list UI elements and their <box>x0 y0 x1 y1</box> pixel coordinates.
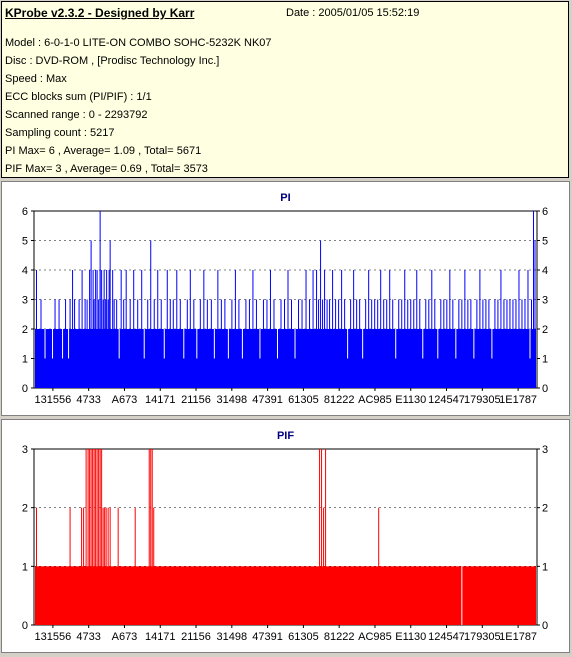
pif-xtick-label: 124547 <box>428 631 465 643</box>
pi-xtick-label: 124547 <box>428 394 465 406</box>
pi-xtick-label: 47391 <box>252 394 283 406</box>
pif-ytick-right: 2 <box>542 503 548 515</box>
pi-ytick-left: 2 <box>22 324 28 336</box>
pif-xtick-label: 4733 <box>76 631 100 643</box>
pif-ytick-right: 3 <box>542 444 548 456</box>
pi-xtick-label: AC985 <box>358 394 392 406</box>
pif-xtick-label: 81222 <box>324 631 355 643</box>
info-model: Model : 6-0-1-0 LITE-ON COMBO SOHC-5232K… <box>5 37 272 49</box>
pi-xtick-label: 21156 <box>181 394 211 406</box>
pi-ytick-right: 5 <box>542 236 548 248</box>
info-sampling-count: Sampling count : 5217 <box>5 127 115 139</box>
pif-xtick-label: 61305 <box>288 631 319 643</box>
pi-xtick-label: E1130 <box>395 394 426 406</box>
pi-chart-panel: PI 0 0 1 1 2 2 3 3 4 4 5 5 6 6 131556 4733 A673 14171 21156… <box>1 181 570 416</box>
scan-date: Date : 2005/01/05 15:52:19 <box>286 7 420 19</box>
info-ecc-blocks: ECC blocks sum (PI/PIF) : 1/1 <box>5 91 152 103</box>
pif-xtick-label: AC985 <box>358 631 392 643</box>
info-disc: Disc : DVD-ROM , [Prodisc Technology Inc… <box>5 55 220 67</box>
pif-chart-panel: PIF 0 0 1 1 2 2 3 3 131556 4733 A673 14171 21156 31498… <box>1 419 570 653</box>
pif-xtick-label: 21156 <box>181 631 211 643</box>
pi-ytick-right: 6 <box>542 206 548 218</box>
pif-ytick-right: 1 <box>542 561 548 573</box>
pi-ytick-left: 6 <box>22 206 28 218</box>
pi-ytick-left: 4 <box>22 265 28 277</box>
pi-chart-title: PI <box>280 192 290 204</box>
pi-xtick-label: 179305 <box>464 394 501 406</box>
pi-ytick-left: 3 <box>22 295 28 307</box>
pif-xtick-label: 47391 <box>252 631 283 643</box>
info-pif-stats: PIF Max= 3 , Average= 0.69 , Total= 3573 <box>5 163 208 175</box>
info-speed: Speed : Max <box>5 73 67 85</box>
pif-xtick-label: 31498 <box>217 631 248 643</box>
pi-ytick-left: 1 <box>22 354 28 366</box>
app-title: KProbe v2.3.2 - Designed by Karr <box>5 6 195 20</box>
pi-xtick-label: 31498 <box>217 394 248 406</box>
pif-xtick-label: 14171 <box>145 631 176 643</box>
pi-ytick-right: 3 <box>542 295 548 307</box>
pi-xtick-label: A673 <box>112 394 138 406</box>
pif-xtick-label: 179305 <box>464 631 501 643</box>
info-scanned-range: Scanned range : 0 - 2293792 <box>5 109 148 121</box>
pif-ytick-left: 3 <box>22 444 28 456</box>
pif-xtick-label: 131556 <box>35 631 72 643</box>
pi-ytick-right: 1 <box>542 354 548 366</box>
pi-xtick-label: 61305 <box>288 394 319 406</box>
pif-ytick-left: 2 <box>22 503 28 515</box>
pif-ytick-left: 0 <box>22 620 28 632</box>
pi-xtick-label: 81222 <box>324 394 355 406</box>
pi-ytick-left: 0 <box>22 383 28 395</box>
pi-chart: PI 0 0 1 1 2 2 3 3 4 4 5 5 6 6 131556 4733 A673 14171 21156… <box>22 192 548 406</box>
pi-xtick-label: 14171 <box>145 394 176 406</box>
pif-xtick-label: 1E1787 <box>499 631 537 643</box>
pi-ytick-left: 5 <box>22 236 28 248</box>
pi-xtick-label: 4733 <box>76 394 100 406</box>
pi-ytick-right: 2 <box>542 324 548 336</box>
pi-ytick-right: 4 <box>542 265 548 277</box>
info-pi-stats: PI Max= 6 , Average= 1.09 , Total= 5671 <box>5 145 202 157</box>
pif-ytick-left: 1 <box>22 561 28 573</box>
pif-xtick-label: A673 <box>112 631 138 643</box>
pif-ytick-right: 0 <box>542 620 548 632</box>
pi-xtick-label: 1E1787 <box>499 394 537 406</box>
pif-chart: PIF 0 0 1 1 2 2 3 3 131556 4733 A673 14171 21156 31498… <box>22 430 548 643</box>
pif-chart-title: PIF <box>277 430 294 442</box>
pif-xtick-label: E1130 <box>395 631 426 643</box>
pi-xtick-label: 131556 <box>35 394 72 406</box>
disc-info-panel: KProbe v2.3.2 - Designed by Karr Date : … <box>1 1 569 178</box>
pi-ytick-right: 0 <box>542 383 548 395</box>
